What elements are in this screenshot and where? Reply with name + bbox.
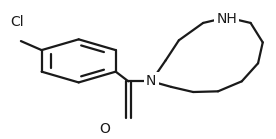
Text: N: N	[146, 74, 156, 88]
Text: Cl: Cl	[10, 15, 24, 28]
Text: NH: NH	[216, 13, 237, 26]
Text: O: O	[99, 122, 110, 136]
